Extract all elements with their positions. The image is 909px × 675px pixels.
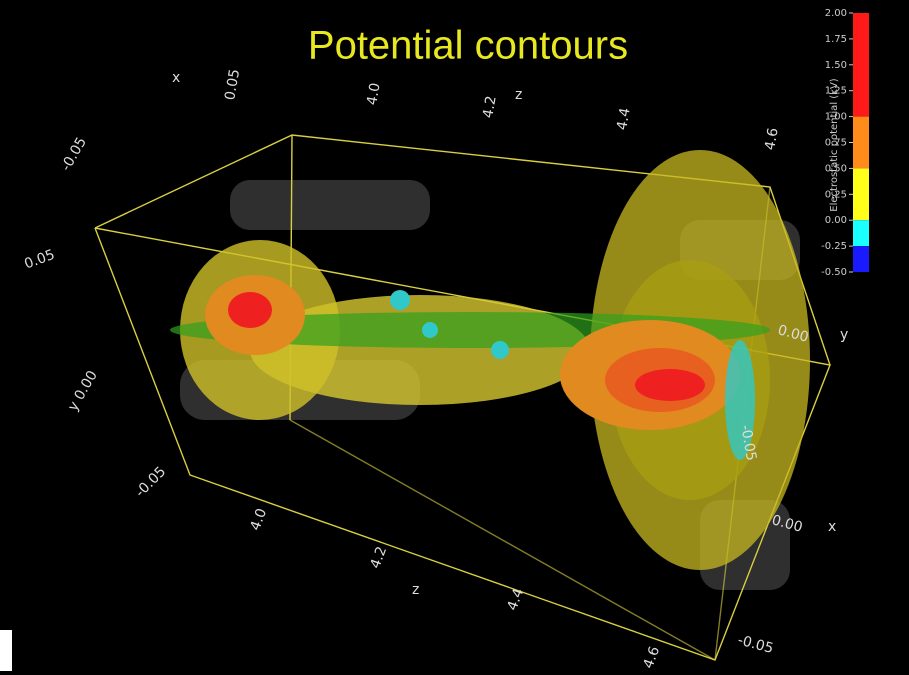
axis-label: 0.05 [222,68,243,101]
edge-strip [0,630,12,671]
colorbar-segment [853,220,869,247]
colorbar-tick-label: 1.25 [825,86,847,97]
axis-label: 4.2 [480,95,500,120]
axis-label: 0.00 [776,322,810,346]
axis-label: 0.00 [770,512,804,536]
colorbar-tick-label: -0.25 [821,241,847,252]
colorbar-label: Electrostatic potential (kV) [829,78,840,212]
axis-label: 4.6 [762,127,782,152]
colorbar-tick-label: 1.50 [825,60,847,71]
colorbar-tick-label: 2.00 [825,8,847,19]
axis-label: 4.4 [504,586,527,612]
title: Potential contours [308,24,628,68]
axis-label: 4.4 [614,107,634,132]
colorbar-tick-label: -0.50 [821,267,847,278]
axis-label: x [172,70,180,86]
colorbar-segment [853,116,869,169]
colorbar-tick-label: 0.75 [825,138,847,149]
colorbar-tick-label: 0.25 [825,189,847,200]
axis-label: 4.0 [364,82,384,107]
axis-label: x [828,519,836,535]
colorbar-segment [853,246,869,272]
colorbar-tick-label: 0.50 [825,163,847,174]
colorbar-tick-label: 1.00 [825,112,847,123]
axis-label: 4.2 [367,544,390,570]
colorbar-segment [853,13,869,117]
axis-label: z [515,87,522,103]
axis-label: 4.6 [640,644,663,670]
colorbar-segment [853,168,869,221]
axis-label: z [412,582,419,598]
axis-label: -0.05 [737,424,759,462]
axis-label: 4.0 [247,506,270,532]
isosurfaces [170,150,810,570]
axis-labels: x 0.05 4.0 4.2 z 4.4 4.6 -0.05 0.05 y 0.… [22,68,848,671]
axis-label: y [840,327,848,343]
colorbar-tick-label: 0.00 [825,215,847,226]
colorbar-tick-label: 1.75 [825,34,847,45]
